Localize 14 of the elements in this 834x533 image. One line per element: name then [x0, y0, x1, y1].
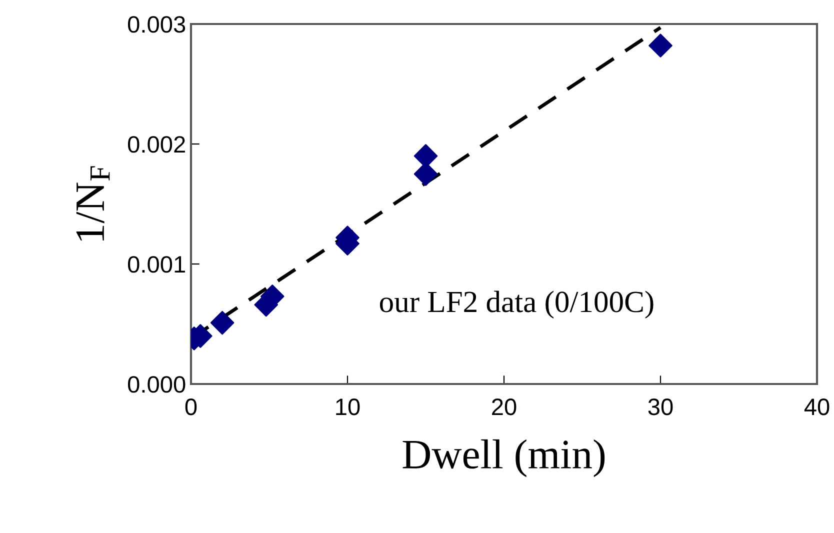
- x-tick-label: 0: [185, 398, 197, 416]
- x-tick-label: 20: [492, 398, 516, 416]
- x-tick-label: 30: [648, 398, 673, 416]
- x-tick-label: 40: [804, 398, 830, 416]
- y-tick-label: 0.003: [128, 16, 186, 33]
- point: [210, 310, 234, 335]
- y-tick-label: 0.001: [128, 256, 185, 273]
- annotation: our LF2 data (0/100C): [380, 290, 654, 319]
- x-axis-title: Dwell (min): [402, 439, 605, 478]
- x-tick-label: 10: [336, 398, 360, 416]
- point: [648, 34, 672, 58]
- y-tick-label: 0.002: [128, 136, 185, 153]
- y-tick-label: 0.000: [128, 376, 186, 393]
- y-axis-title: 1/N$_{F}$: [76, 166, 110, 241]
